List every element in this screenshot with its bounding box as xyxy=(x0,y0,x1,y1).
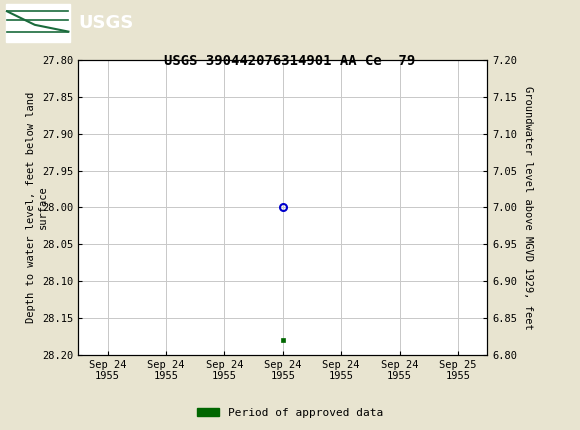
Y-axis label: Depth to water level, feet below land
surface: Depth to water level, feet below land su… xyxy=(26,92,48,323)
Text: USGS: USGS xyxy=(78,14,133,31)
Y-axis label: Groundwater level above MGVD 1929, feet: Groundwater level above MGVD 1929, feet xyxy=(523,86,532,329)
Text: USGS 390442076314901 AA Ce  79: USGS 390442076314901 AA Ce 79 xyxy=(164,54,416,68)
Bar xyxy=(6,3,70,42)
Legend: Period of approved data: Period of approved data xyxy=(193,403,387,422)
